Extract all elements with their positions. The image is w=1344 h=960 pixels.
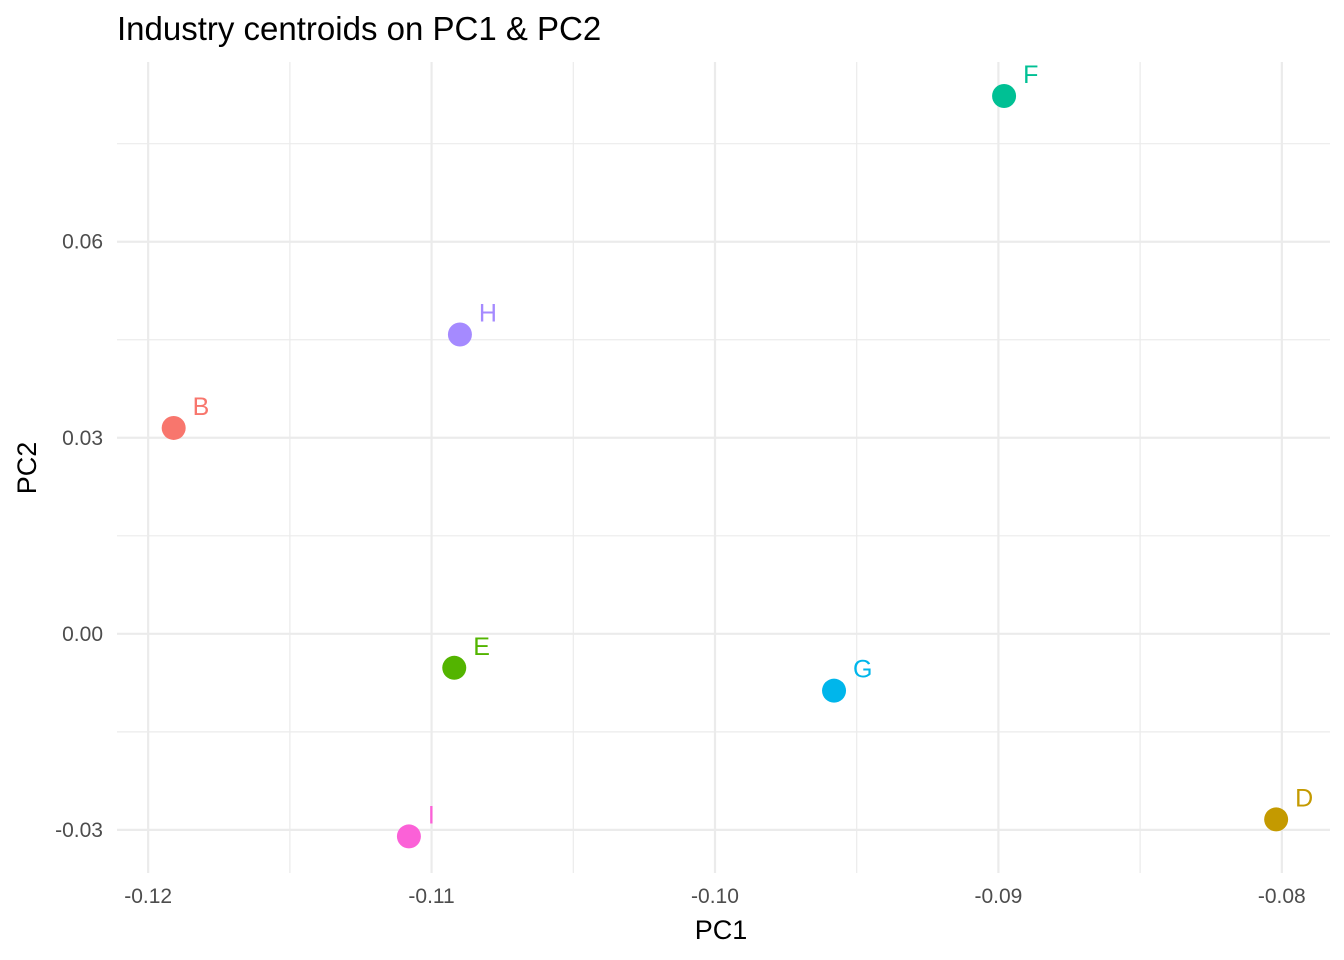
point-labels: B D E F G H I: [193, 61, 1314, 829]
point-label-i: I: [428, 801, 435, 829]
data-point-f: [992, 83, 1017, 108]
x-tick-label: -0.08: [1258, 885, 1306, 908]
x-tick-label: -0.09: [974, 885, 1022, 908]
major-gridlines: [117, 62, 1330, 873]
point-label-f: F: [1023, 61, 1038, 89]
minor-gridlines: [117, 62, 1330, 873]
x-tick-label: -0.12: [124, 885, 172, 908]
point-label-e: E: [473, 633, 490, 661]
y-axis-title: PC2: [12, 442, 42, 495]
x-tick-label: -0.11: [408, 885, 454, 908]
point-label-d: D: [1295, 784, 1313, 812]
x-axis-ticks: -0.12 -0.11 -0.10 -0.09 -0.08: [124, 885, 1306, 908]
y-tick-label: -0.03: [55, 819, 103, 842]
y-tick-label: 0.03: [62, 427, 103, 450]
data-point-g: [822, 678, 847, 703]
data-point-b: [161, 415, 186, 440]
data-point-d: [1264, 807, 1289, 832]
y-tick-label: 0.06: [62, 231, 103, 254]
x-axis-title: PC1: [695, 915, 748, 945]
point-label-g: G: [853, 656, 872, 684]
data-points: [161, 83, 1289, 849]
data-point-h: [447, 322, 472, 347]
x-tick-label: -0.10: [691, 885, 739, 908]
point-label-h: H: [479, 300, 497, 328]
data-point-e: [442, 655, 467, 680]
y-axis-ticks: -0.03 0.00 0.03 0.06: [55, 231, 103, 842]
y-tick-label: 0.00: [62, 623, 103, 646]
data-point-i: [396, 824, 421, 849]
chart-title: Industry centroids on PC1 & PC2: [117, 10, 602, 47]
point-label-b: B: [193, 393, 210, 421]
